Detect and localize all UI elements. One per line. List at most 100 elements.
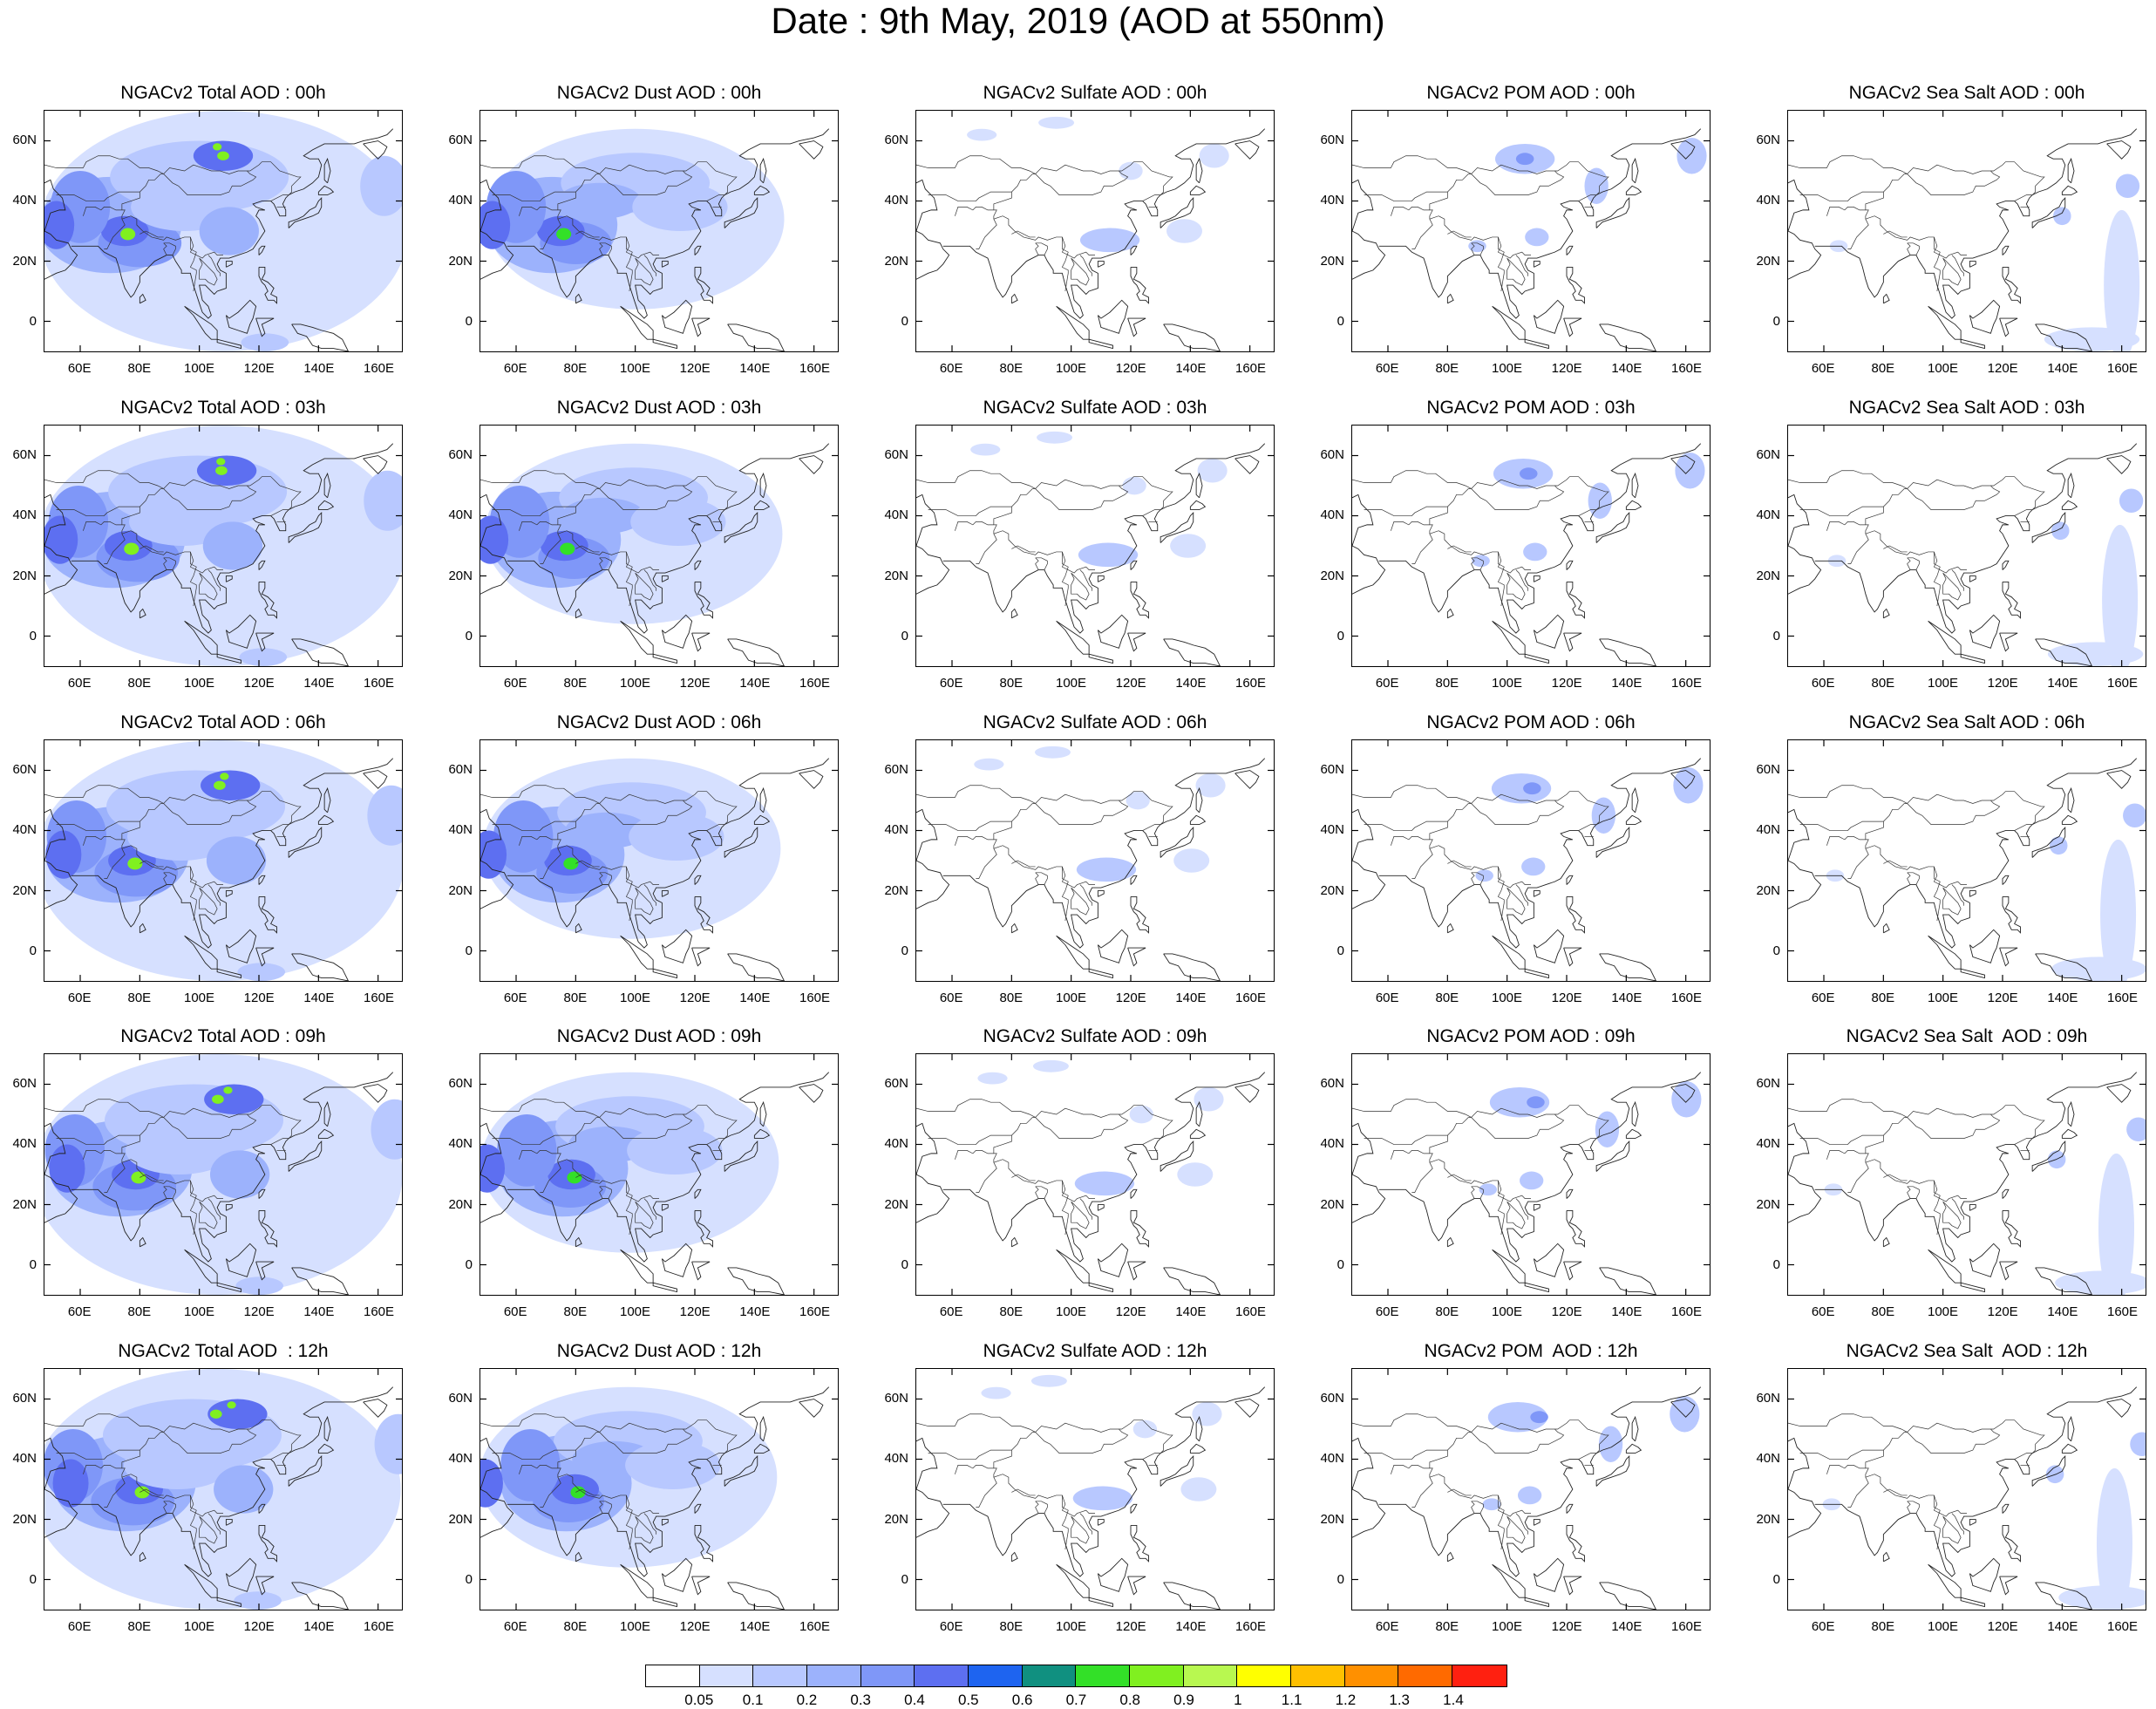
coastline xyxy=(1010,1551,1018,1563)
aod-field-region xyxy=(287,1434,384,1556)
coastline xyxy=(620,620,654,655)
country-border xyxy=(1061,866,1069,922)
coastline xyxy=(1492,1563,1526,1598)
country-border xyxy=(1071,257,1090,286)
coastline xyxy=(1882,1551,1890,1563)
coastline xyxy=(1563,632,1582,652)
country-border xyxy=(492,174,597,201)
country-border xyxy=(1471,242,1484,255)
coastline xyxy=(1352,179,1374,232)
aod-field-region xyxy=(209,1150,270,1199)
country-border xyxy=(1032,485,1129,510)
country-border xyxy=(56,1432,161,1460)
lat-tick-label: 40N xyxy=(1756,507,1780,523)
coastline xyxy=(1969,299,2001,334)
coastline xyxy=(507,128,830,319)
coastline xyxy=(661,299,693,334)
lat-tick-label: 20N xyxy=(448,1511,473,1527)
coastline xyxy=(799,1399,824,1418)
lon-tick-label: 160E xyxy=(799,1619,831,1634)
country-border xyxy=(1011,1488,1036,1496)
coastline xyxy=(727,323,785,351)
panel-title: NGACv2 Sea Salt AOD : 06h xyxy=(1848,712,2085,732)
coastline xyxy=(1130,1209,1149,1248)
country-border xyxy=(1352,1413,1609,1454)
lat-tick-label: 40N xyxy=(448,1136,473,1152)
lon-tick-label: 60E xyxy=(939,1619,963,1634)
lat-tick-label: 0 xyxy=(1772,629,1780,644)
country-border xyxy=(928,803,1033,831)
country-border xyxy=(599,872,612,885)
lat-tick-label: 40N xyxy=(448,822,473,838)
coastline xyxy=(2067,157,2075,184)
aod-field-region xyxy=(199,207,259,255)
coastline xyxy=(225,890,233,897)
coastline xyxy=(753,185,771,196)
coastline xyxy=(1492,1249,1526,1283)
lon-tick-label: 80E xyxy=(1871,1619,1895,1634)
coastline xyxy=(620,935,654,970)
country-border xyxy=(1079,255,1092,276)
coastline xyxy=(2067,472,2075,499)
coastline xyxy=(916,1122,938,1175)
country-border xyxy=(1391,207,1433,249)
lon-tick-label: 80E xyxy=(127,1304,152,1319)
aod-field-region xyxy=(371,1099,402,1160)
country-border xyxy=(1951,884,1964,906)
lon-tick-label: 100E xyxy=(1056,1619,1087,1634)
country-border xyxy=(480,470,738,510)
aod-field-region xyxy=(1521,857,1546,876)
country-border xyxy=(1904,485,2001,510)
aod-field-region xyxy=(124,542,139,555)
country-border xyxy=(519,207,561,249)
country-border xyxy=(1429,530,1531,574)
aod-field-region xyxy=(1194,1086,1224,1112)
country-border xyxy=(1352,155,1609,195)
country-border xyxy=(1933,866,1941,922)
country-border xyxy=(492,803,597,831)
country-border xyxy=(189,236,197,292)
coastline xyxy=(1969,1204,1976,1211)
country-border xyxy=(599,1501,612,1514)
colorbar-label: 0.05 xyxy=(684,1692,714,1708)
panel-title: NGACv2 POM AOD : 00h xyxy=(1426,83,1636,103)
country-border xyxy=(1142,194,1161,201)
lat-tick-label: 40N xyxy=(884,193,908,208)
coastline xyxy=(916,545,950,595)
lat-tick-label: 20N xyxy=(1756,1511,1780,1527)
country-border xyxy=(160,170,257,195)
lon-tick-label: 120E xyxy=(243,676,275,691)
country-border xyxy=(1933,551,1941,607)
lon-tick-label: 160E xyxy=(364,991,395,1005)
coastline xyxy=(1999,1576,2018,1596)
country-border xyxy=(1364,1117,1469,1145)
country-border xyxy=(1933,1495,1941,1550)
lat-tick-label: 40N xyxy=(884,822,908,838)
country-border xyxy=(1071,1515,1090,1544)
lat-tick-label: 60N xyxy=(448,1390,473,1406)
map-svg xyxy=(916,740,1274,981)
aod-field-region xyxy=(2051,521,2070,541)
country-border xyxy=(44,785,302,825)
aod-field-region xyxy=(127,857,143,870)
coastline xyxy=(288,826,323,858)
coastline xyxy=(1566,1188,1574,1199)
coastline xyxy=(291,323,349,351)
coastline xyxy=(661,575,669,582)
lon-tick-label: 160E xyxy=(1235,676,1267,691)
country-border xyxy=(1826,207,1869,249)
country-border xyxy=(1079,884,1092,906)
aod-field-region xyxy=(625,1440,721,1489)
lat-tick-label: 0 xyxy=(1336,1572,1344,1588)
map-svg xyxy=(916,1054,1274,1295)
country-border xyxy=(83,1150,126,1193)
lon-tick-label: 160E xyxy=(1235,991,1267,1005)
lon-tick-label: 80E xyxy=(563,991,588,1005)
coastline xyxy=(480,230,514,280)
aod-field-region xyxy=(2119,488,2144,514)
country-border xyxy=(1061,1180,1069,1236)
aod-field-region xyxy=(2123,803,2146,828)
coastline xyxy=(1969,1557,2001,1592)
country-border xyxy=(575,860,600,868)
country-border xyxy=(1907,242,1920,255)
